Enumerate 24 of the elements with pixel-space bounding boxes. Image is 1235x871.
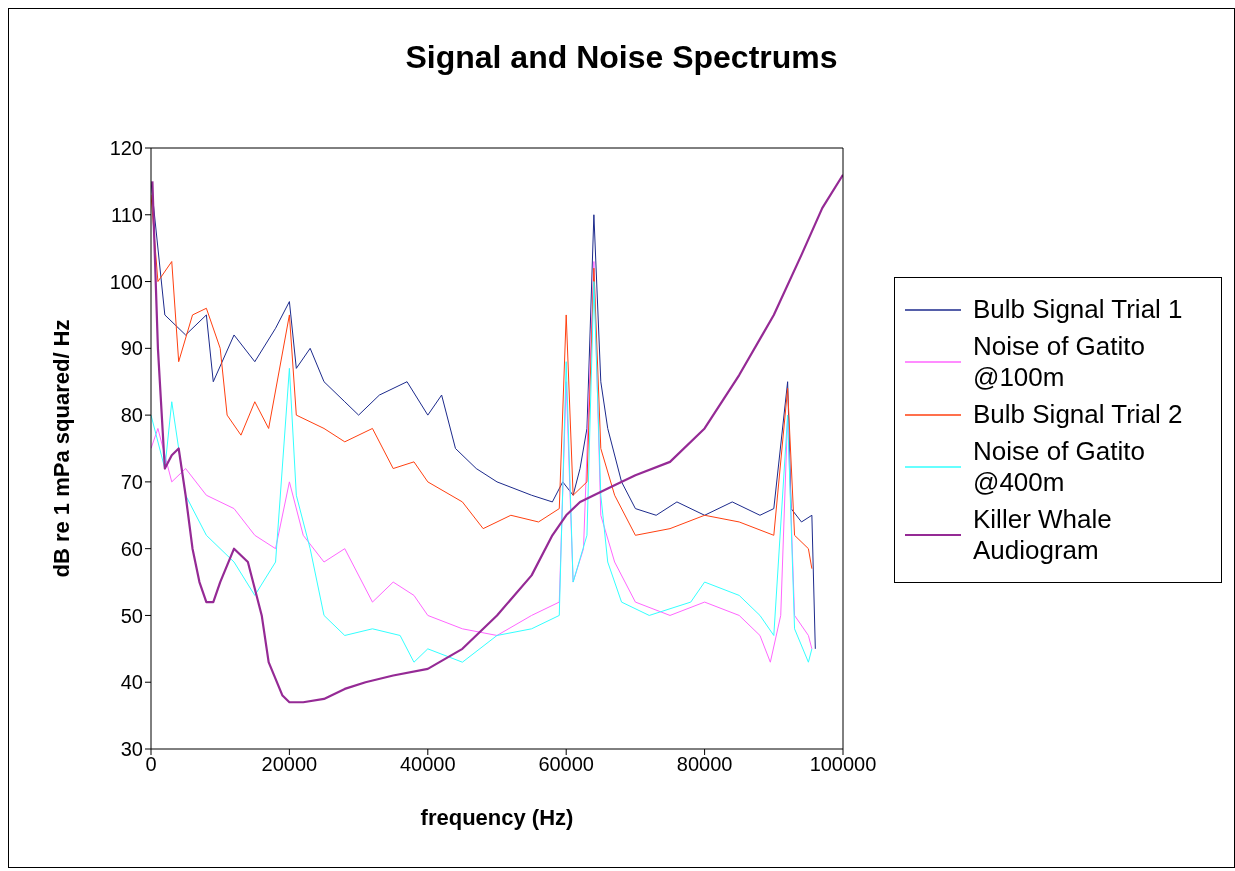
y-tick-label: 80 — [120, 404, 143, 427]
x-tick-label: 80000 — [676, 753, 733, 776]
x-tick-label: 0 — [145, 753, 157, 776]
x-tick-label: 100000 — [809, 753, 877, 776]
x-tick-label: 40000 — [399, 753, 456, 776]
y-tick-label: 90 — [120, 337, 143, 360]
x-axis-title: frequency (Hz) — [420, 805, 574, 830]
y-tick-label: 60 — [120, 537, 143, 560]
y-tick-label: 30 — [120, 738, 143, 761]
legend-label: Bulb Signal Trial 2 — [973, 399, 1184, 430]
x-tick-label: 60000 — [538, 753, 595, 776]
legend-label: Noise of Gatito @100m — [973, 331, 1146, 393]
x-tick-label: 20000 — [261, 753, 318, 776]
y-tick-label: 110 — [111, 203, 143, 226]
legend-label: Killer Whale Audiogram — [973, 504, 1113, 566]
legend-label: Bulb Signal Trial 1 — [973, 294, 1184, 325]
y-tick-label: 50 — [120, 604, 143, 627]
y-tick-label: 40 — [120, 671, 143, 694]
y-tick-label: 70 — [120, 470, 143, 493]
legend-label: Noise of Gatito @400m — [973, 436, 1146, 498]
y-tick-label: 100 — [109, 270, 143, 293]
y-axis-title: dB re 1 mPa squared/ Hz — [48, 319, 74, 578]
chart-title: Signal and Noise Spectrums — [404, 39, 839, 76]
y-tick-label: 120 — [109, 137, 143, 160]
